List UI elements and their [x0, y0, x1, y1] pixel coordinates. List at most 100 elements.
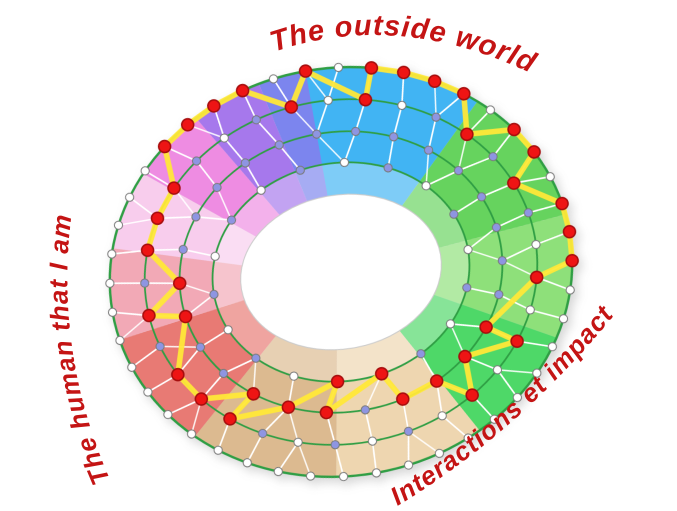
- selected-node[interactable]: [180, 118, 195, 132]
- node[interactable]: [212, 182, 222, 193]
- selected-node[interactable]: [178, 309, 193, 324]
- node[interactable]: [273, 466, 283, 477]
- selected-node[interactable]: [330, 374, 345, 389]
- node[interactable]: [488, 152, 498, 162]
- selected-node[interactable]: [284, 100, 299, 114]
- node[interactable]: [323, 95, 333, 105]
- node[interactable]: [256, 185, 266, 195]
- node[interactable]: [497, 256, 507, 266]
- selected-node[interactable]: [319, 405, 334, 420]
- selected-node[interactable]: [157, 139, 172, 154]
- selected-node[interactable]: [298, 64, 313, 78]
- node[interactable]: [218, 368, 229, 379]
- node[interactable]: [545, 172, 555, 182]
- node[interactable]: [453, 165, 464, 176]
- selected-node[interactable]: [140, 243, 155, 258]
- selected-node[interactable]: [507, 122, 521, 137]
- node[interactable]: [558, 314, 569, 324]
- selected-node[interactable]: [562, 224, 577, 239]
- node[interactable]: [251, 115, 261, 125]
- selected-node[interactable]: [529, 270, 544, 285]
- node[interactable]: [389, 132, 399, 142]
- selected-node[interactable]: [246, 387, 261, 401]
- node[interactable]: [125, 192, 135, 202]
- node[interactable]: [312, 129, 322, 139]
- node[interactable]: [127, 362, 137, 372]
- node[interactable]: [531, 239, 541, 250]
- node[interactable]: [143, 387, 153, 397]
- selected-node[interactable]: [507, 176, 521, 190]
- selected-node[interactable]: [171, 367, 185, 382]
- node[interactable]: [191, 156, 202, 166]
- node[interactable]: [449, 209, 459, 219]
- selected-node[interactable]: [458, 349, 472, 364]
- node[interactable]: [107, 249, 117, 259]
- selected-node[interactable]: [429, 374, 444, 388]
- node[interactable]: [140, 166, 150, 176]
- node[interactable]: [476, 192, 487, 202]
- selected-node[interactable]: [207, 99, 221, 113]
- selected-node[interactable]: [396, 392, 410, 406]
- node[interactable]: [437, 411, 447, 421]
- node[interactable]: [186, 429, 197, 439]
- node[interactable]: [421, 181, 431, 191]
- selected-node[interactable]: [150, 211, 165, 226]
- node[interactable]: [155, 341, 165, 352]
- node[interactable]: [226, 215, 237, 225]
- selected-node[interactable]: [565, 253, 579, 268]
- node[interactable]: [107, 307, 118, 317]
- node[interactable]: [338, 471, 349, 482]
- node[interactable]: [565, 285, 575, 295]
- node[interactable]: [213, 445, 223, 455]
- selected-node[interactable]: [460, 127, 474, 142]
- node[interactable]: [397, 100, 407, 110]
- selected-node[interactable]: [555, 196, 569, 211]
- sector-salmon[interactable]: [117, 296, 291, 447]
- node[interactable]: [242, 458, 252, 468]
- node[interactable]: [512, 392, 522, 403]
- selected-node[interactable]: [194, 392, 209, 406]
- selected-node[interactable]: [479, 320, 493, 334]
- node[interactable]: [523, 208, 533, 218]
- selected-node[interactable]: [281, 400, 296, 414]
- node[interactable]: [463, 244, 473, 255]
- node[interactable]: [163, 409, 173, 420]
- node[interactable]: [289, 371, 299, 381]
- node[interactable]: [489, 414, 499, 424]
- node[interactable]: [403, 460, 414, 470]
- selected-node[interactable]: [223, 412, 237, 426]
- node[interactable]: [209, 289, 219, 300]
- node[interactable]: [462, 283, 472, 293]
- node[interactable]: [371, 468, 382, 478]
- selected-node[interactable]: [142, 308, 156, 323]
- selected-node[interactable]: [457, 87, 471, 101]
- selected-node[interactable]: [167, 181, 181, 195]
- node[interactable]: [532, 368, 542, 378]
- node[interactable]: [367, 436, 378, 446]
- node[interactable]: [268, 74, 279, 84]
- node[interactable]: [178, 244, 188, 255]
- node[interactable]: [463, 433, 473, 443]
- node[interactable]: [240, 158, 250, 168]
- selected-node[interactable]: [374, 367, 389, 381]
- node[interactable]: [140, 278, 150, 288]
- node[interactable]: [547, 342, 557, 352]
- node[interactable]: [445, 319, 456, 329]
- selected-node[interactable]: [364, 61, 379, 75]
- node[interactable]: [293, 437, 303, 447]
- selected-node[interactable]: [358, 92, 373, 107]
- node[interactable]: [360, 405, 370, 415]
- node[interactable]: [330, 440, 340, 450]
- node[interactable]: [274, 140, 284, 150]
- selected-node[interactable]: [172, 276, 187, 291]
- node[interactable]: [223, 325, 233, 335]
- node[interactable]: [251, 353, 261, 363]
- node[interactable]: [305, 471, 316, 481]
- node[interactable]: [333, 62, 344, 73]
- node[interactable]: [339, 157, 350, 168]
- selected-node[interactable]: [527, 145, 541, 159]
- sector-magenta[interactable]: [135, 107, 282, 254]
- selected-node[interactable]: [510, 334, 524, 348]
- node[interactable]: [491, 222, 502, 233]
- node[interactable]: [115, 335, 125, 346]
